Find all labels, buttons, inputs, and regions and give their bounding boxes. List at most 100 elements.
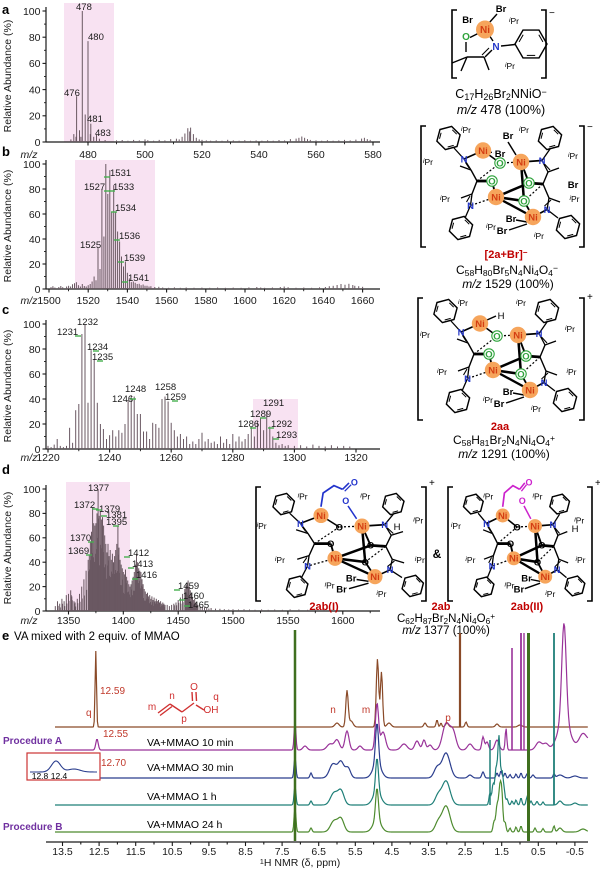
svg-text:20: 20: [29, 259, 41, 271]
svg-text:+: +: [429, 478, 435, 489]
svg-text:N: N: [304, 562, 311, 573]
svg-text:2ab(I): 2ab(I): [309, 601, 339, 613]
svg-text:n: n: [169, 691, 175, 702]
svg-text:N: N: [464, 374, 471, 385]
svg-text:VA+MMAO 24 h: VA+MMAO 24 h: [147, 819, 223, 831]
svg-text:1465: 1465: [188, 600, 209, 611]
svg-text:C58H80Br5N4Ni4O4−: C58H80Br5N4Ni4O4−: [456, 263, 558, 278]
svg-text:60: 60: [29, 369, 41, 381]
svg-text:2ab: 2ab: [432, 601, 451, 613]
svg-text:Ni: Ni: [488, 365, 498, 376]
svg-text:1231: 1231: [57, 327, 78, 338]
svg-text:O: O: [525, 178, 532, 189]
svg-text:iPr: iPr: [423, 157, 433, 167]
svg-text:1286: 1286: [238, 419, 259, 430]
svg-text:VA mixed with 2 equiv. of MMAO: VA mixed with 2 equiv. of MMAO: [14, 631, 180, 643]
svg-text:O: O: [517, 369, 524, 380]
svg-text:Ni: Ni: [491, 192, 501, 203]
svg-text:Br: Br: [568, 180, 579, 191]
svg-text:q: q: [213, 692, 219, 703]
svg-text:N: N: [489, 562, 496, 573]
svg-text:Br: Br: [346, 573, 357, 584]
svg-text:1234: 1234: [87, 342, 108, 353]
svg-text:1660: 1660: [351, 295, 375, 307]
svg-text:1536: 1536: [119, 231, 140, 242]
svg-text:Ni: Ni: [540, 572, 550, 583]
svg-text:Ni: Ni: [475, 319, 485, 330]
svg-text:O: O: [485, 349, 492, 360]
svg-text:O: O: [496, 158, 503, 169]
svg-text:iPr: iPr: [505, 61, 515, 71]
svg-text:7.5: 7.5: [275, 846, 290, 858]
svg-text:Br: Br: [462, 15, 473, 26]
svg-text:20: 20: [29, 419, 41, 431]
svg-text:C17H26Br2NNiO−: C17H26Br2NNiO−: [455, 87, 546, 102]
svg-text:Ni: Ni: [513, 330, 523, 341]
svg-text:1381: 1381: [106, 510, 127, 521]
svg-text:m: m: [148, 702, 156, 713]
svg-text:Relative Abundance (%): Relative Abundance (%): [2, 492, 14, 605]
svg-text:60: 60: [29, 209, 41, 221]
svg-text:O: O: [327, 539, 334, 550]
svg-text:478: 478: [76, 2, 92, 13]
svg-text:iPr: iPr: [415, 555, 425, 565]
svg-text:Ni: Ni: [516, 157, 526, 168]
svg-text:1259: 1259: [165, 392, 186, 403]
svg-text:Ni: Ni: [370, 572, 380, 583]
svg-text:60: 60: [29, 533, 41, 545]
svg-text:iPr: iPr: [483, 491, 493, 501]
svg-text:10.5: 10.5: [162, 846, 183, 858]
svg-text:m: m: [362, 705, 370, 716]
svg-text:O: O: [362, 557, 369, 568]
svg-text:iPr: iPr: [534, 231, 544, 241]
svg-text:40: 40: [29, 557, 41, 569]
svg-text:-0.5: -0.5: [566, 846, 584, 858]
svg-text:Ni: Ni: [316, 511, 326, 522]
svg-text:Br: Br: [503, 131, 514, 142]
svg-text:3.5: 3.5: [421, 846, 436, 858]
svg-text:N: N: [549, 520, 556, 531]
svg-text:iPr: iPr: [504, 581, 514, 591]
svg-text:1246: 1246: [112, 394, 133, 405]
svg-text:Procedure B: Procedure B: [3, 822, 62, 833]
svg-text:480: 480: [79, 149, 97, 161]
svg-text:483: 483: [95, 128, 111, 139]
svg-text:1377: 1377: [88, 483, 109, 494]
svg-text:Ni: Ni: [480, 25, 490, 36]
svg-text:1525: 1525: [80, 240, 101, 251]
svg-text:1289: 1289: [250, 409, 271, 420]
svg-text:1372: 1372: [74, 500, 95, 511]
svg-text:C58H81Br2N4Ni4O4+: C58H81Br2N4Ni4O4+: [453, 433, 555, 448]
svg-text:iPr: iPr: [376, 589, 386, 599]
svg-text:N: N: [467, 201, 474, 212]
svg-text:0: 0: [35, 284, 41, 296]
svg-text:1450: 1450: [167, 615, 191, 627]
svg-text:Br: Br: [495, 149, 506, 160]
svg-text:40: 40: [29, 84, 41, 96]
svg-text:Br: Br: [494, 399, 505, 410]
svg-text:+: +: [595, 478, 600, 489]
svg-text:m/z 1377 (100%): m/z 1377 (100%): [402, 625, 490, 637]
svg-text:O: O: [190, 682, 198, 693]
svg-text:0: 0: [35, 444, 41, 456]
svg-text:1369: 1369: [68, 546, 89, 557]
svg-text:6.5: 6.5: [311, 846, 326, 858]
svg-text:2ab(II): 2ab(II): [511, 601, 544, 613]
svg-text:VA+MMAO 1 h: VA+MMAO 1 h: [147, 791, 217, 803]
svg-text:Ni: Ni: [330, 554, 340, 565]
svg-text:iPr: iPr: [519, 125, 529, 135]
svg-text:1533: 1533: [113, 182, 134, 193]
svg-text:O: O: [462, 32, 470, 43]
svg-text:1620: 1620: [273, 295, 297, 307]
svg-text:1460: 1460: [183, 591, 204, 602]
svg-text:1258: 1258: [155, 382, 176, 393]
svg-text:40: 40: [29, 234, 41, 246]
svg-text:iPr: iPr: [566, 367, 576, 377]
svg-text:20: 20: [29, 581, 41, 593]
svg-text:Ni: Ni: [498, 511, 508, 522]
svg-text:Relative Abundance (%): Relative Abundance (%): [2, 170, 14, 283]
svg-text:N: N: [492, 42, 499, 53]
svg-text:80: 80: [29, 344, 41, 356]
svg-text:VA+MMAO 30 min: VA+MMAO 30 min: [147, 762, 234, 774]
svg-text:560: 560: [307, 149, 325, 161]
